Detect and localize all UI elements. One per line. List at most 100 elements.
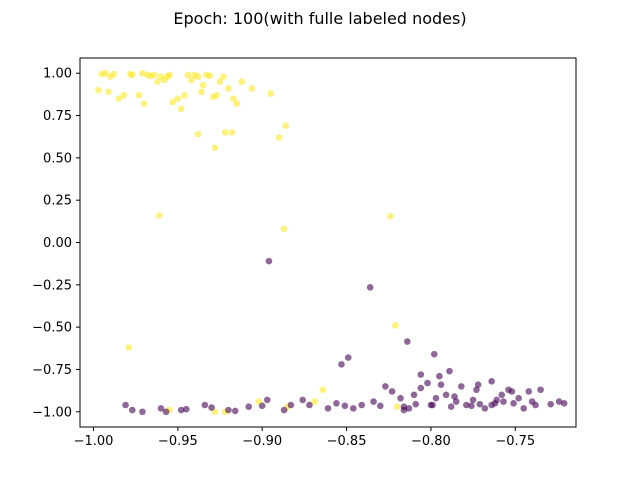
data-point-purple [432,394,440,402]
data-point-purple [182,405,190,413]
data-point-purple [498,391,506,399]
data-point-purple [457,383,465,390]
data-point-yellow [177,105,185,113]
data-point-purple [366,284,374,291]
data-point-yellow [181,91,188,99]
data-point-yellow [110,70,118,78]
data-point-purple [405,405,413,412]
data-point-yellow [150,71,158,79]
data-point-yellow [102,69,109,77]
data-point-yellow [311,398,318,405]
y-tick-label: 1.00 [43,67,72,82]
data-point-purple [437,381,445,388]
y-axis: 1.00 0.75 0.50 0.25 0.00 −0.25 −0.50 −0.75 −1.00 [32,67,80,420]
x-axis: −1.00 −0.95 −0.90 −0.85 −0.80 −0.75 [74,427,535,449]
data-point-purple [528,398,536,405]
data-point-yellow [199,81,207,89]
x-tick-label: −0.85 [327,434,367,449]
data-point-purple [555,398,563,405]
x-tick-label: −0.75 [495,434,535,449]
data-point-purple [162,408,170,416]
data-point-purple [280,406,288,414]
data-point-purple [481,405,489,412]
data-point-purple [424,379,431,387]
data-point-yellow [221,129,229,136]
data-point-purple [412,400,420,408]
data-point-yellow [211,144,219,152]
y-tick-label: −1.00 [32,405,72,420]
y-tick-label: 0.50 [43,151,72,166]
data-point-purple [324,405,332,412]
data-point-purple [245,403,253,410]
data-point-yellow [105,88,112,96]
data-point-purple [491,400,499,407]
data-point-purple [231,407,239,415]
data-point-yellow [198,88,205,96]
data-point-yellow [128,71,136,79]
data-point-yellow [166,71,173,79]
data-point-yellow [140,100,148,108]
data-point-purple [452,398,460,405]
data-point-purple [463,401,470,409]
data-point-purple [338,361,345,368]
data-point-yellow [319,386,327,394]
data-point-yellow [135,91,143,99]
data-point-purple [122,401,129,409]
data-points [95,69,568,416]
data-point-yellow [393,403,401,410]
data-point-purple [446,367,453,375]
data-point-purple [265,257,273,265]
data-point-purple [430,350,438,358]
data-point-purple [225,406,232,414]
data-point-purple [515,394,522,402]
data-point-purple [350,405,357,412]
data-point-purple [560,400,568,407]
data-point-purple [500,398,507,405]
data-point-purple [258,402,266,410]
data-point-purple [537,386,544,394]
y-tick-label: −0.25 [32,278,72,293]
data-point-purple [473,386,480,394]
data-point-yellow [216,78,224,85]
data-point-yellow [248,85,256,92]
data-point-purple [397,394,404,402]
data-point-purple [429,401,436,409]
plot-area [80,58,576,427]
data-point-yellow [154,78,161,85]
data-point-yellow [220,73,227,80]
data-point-purple [410,391,418,399]
data-point-yellow [139,69,146,77]
data-point-purple [333,400,340,407]
data-point-purple [508,388,516,395]
x-tick-label: −1.00 [74,434,114,449]
data-point-purple [201,401,209,409]
data-point-purple [341,402,349,410]
y-tick-label: 0.25 [43,194,72,209]
data-point-purple [442,391,450,399]
data-point-purple [403,338,411,345]
data-point-purple [306,401,313,409]
data-point-yellow [230,95,237,102]
data-point-purple [451,393,458,400]
data-point-purple [358,401,366,409]
data-point-yellow [95,86,102,94]
data-point-yellow [213,91,220,99]
data-point-purple [436,372,443,380]
data-point-yellow [275,134,283,141]
data-point-yellow [155,212,163,219]
data-point-purple [177,406,185,414]
data-point-purple [400,406,408,414]
data-point-purple [208,404,215,411]
data-point-purple [370,398,377,405]
data-point-yellow [228,129,236,136]
data-point-yellow [125,344,133,351]
x-tick-label: −0.90 [242,434,282,449]
y-tick-label: −0.75 [32,363,72,378]
data-point-yellow [184,71,192,79]
data-point-purple [139,408,146,416]
data-point-purple [382,383,389,390]
data-point-yellow [282,122,290,130]
data-point-yellow [194,130,202,138]
data-point-purple [263,396,271,404]
